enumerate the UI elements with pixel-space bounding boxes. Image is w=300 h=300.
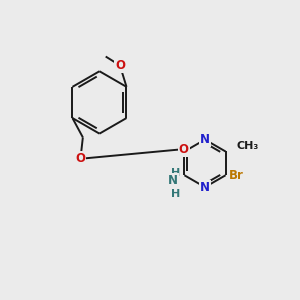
Text: Br: Br <box>229 169 244 182</box>
Text: H: H <box>171 168 181 178</box>
Text: O: O <box>115 59 125 72</box>
Text: H: H <box>171 189 181 199</box>
Text: N: N <box>168 174 178 187</box>
Text: N: N <box>200 181 210 194</box>
Text: CH₃: CH₃ <box>237 141 259 151</box>
Text: N: N <box>200 133 210 146</box>
Text: O: O <box>179 142 189 156</box>
Text: O: O <box>76 152 85 165</box>
